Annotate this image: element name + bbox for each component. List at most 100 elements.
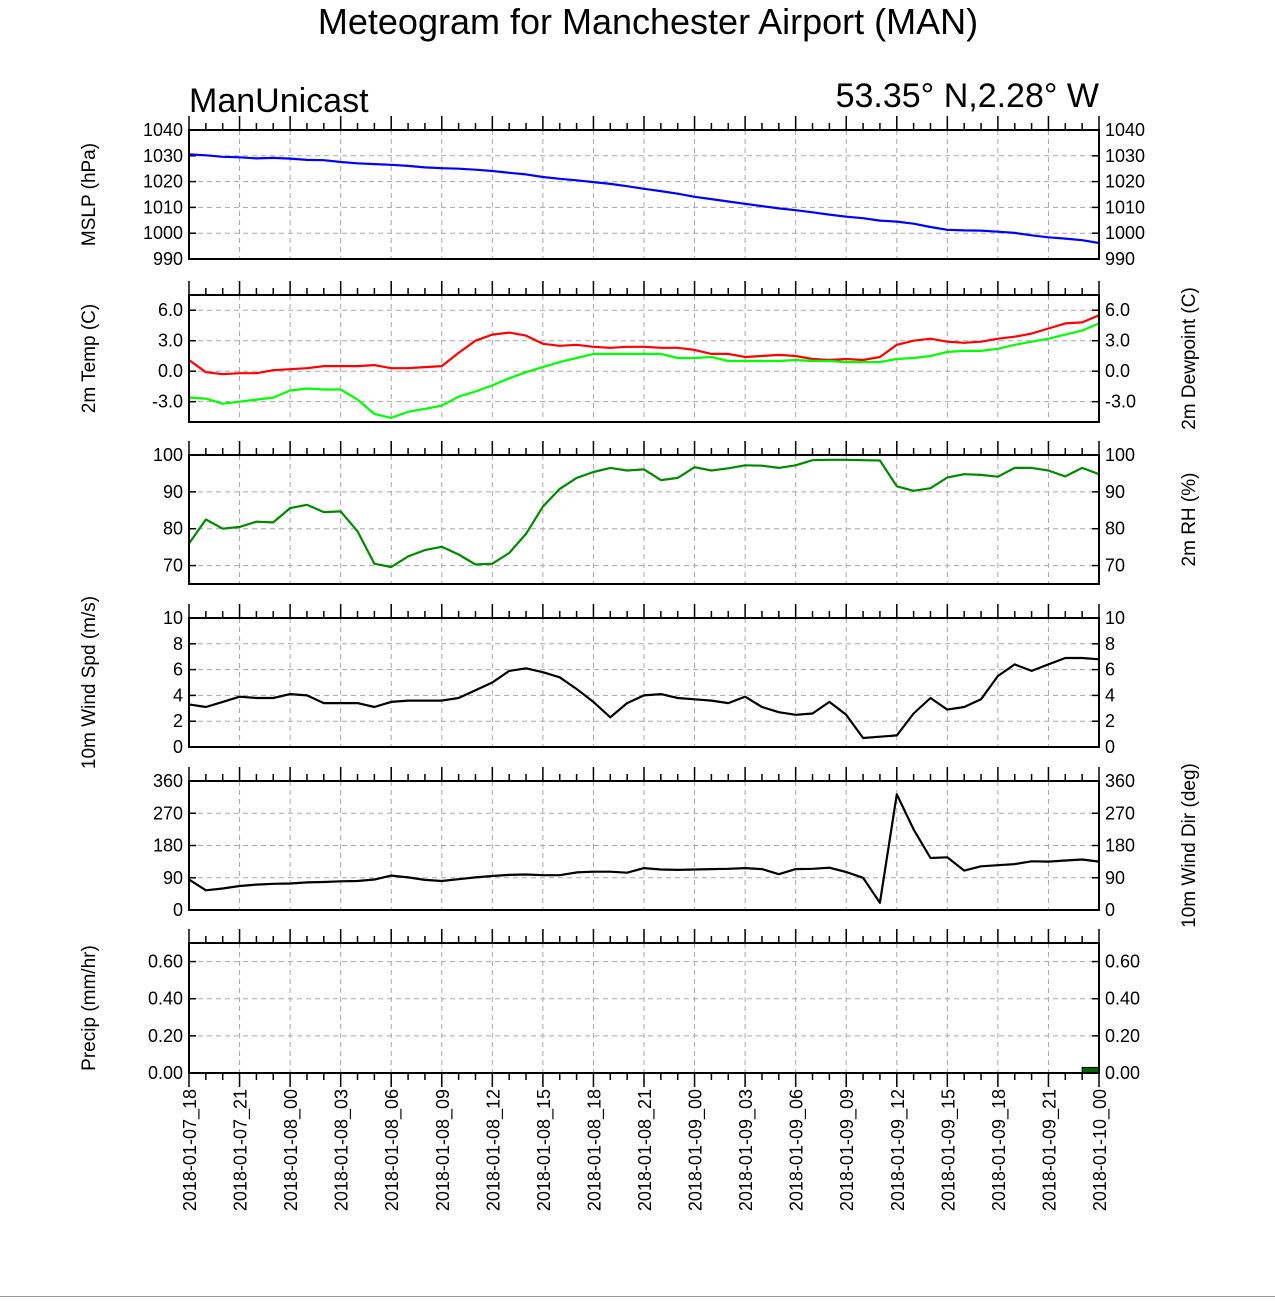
panel-frame (188, 780, 1100, 911)
y-axis-label: MSLP (hPa) (79, 143, 100, 246)
y-tick-label-right: 3.0 (1105, 331, 1130, 351)
y-tick-label-right: 360 (1105, 771, 1135, 791)
x-tick-label: 2018-01-09_12 (888, 1089, 909, 1211)
series-line-1 (188, 322, 1100, 419)
y-axis-label: 2m Temp (C) (79, 304, 100, 413)
y-tick-label-left: 90 (163, 482, 183, 502)
y-tick-label-right: 8 (1105, 634, 1115, 654)
x-tick-label: 2018-01-09_15 (938, 1089, 959, 1211)
y-tick-label-right: 1000 (1105, 223, 1145, 243)
y-tick-label-right: 1020 (1105, 172, 1145, 192)
y-axis-label: Precip (mm/hr) (79, 945, 100, 1071)
series-line-0 (188, 656, 1100, 740)
y-tick-label-right: 0 (1105, 900, 1115, 920)
panel-frame (188, 454, 1100, 585)
y-tick-label-right: 0.00 (1105, 1063, 1140, 1083)
y-tick-label-right: 70 (1105, 556, 1125, 576)
x-tick-label: 2018-01-08_12 (483, 1089, 504, 1211)
y-tick-label-right: 90 (1105, 482, 1125, 502)
series-line-0 (188, 458, 1100, 569)
y-tick-label-left: 0.40 (148, 989, 183, 1009)
y-tick-label-left: 3.0 (158, 331, 183, 351)
source-label: ManUnicast (189, 82, 369, 120)
y-tick-label-right: 1040 (1105, 120, 1145, 140)
y-tick-label-right: 990 (1105, 249, 1135, 269)
y-tick-label-left: 0 (173, 737, 183, 757)
y-tick-label-left: 70 (163, 556, 183, 576)
y-tick-label-right: 10 (1105, 608, 1125, 628)
y-tick-label-right: -3.0 (1105, 392, 1136, 412)
chart-title: Meteogram for Manchester Airport (MAN) (318, 1, 978, 42)
y-tick-label-right: 100 (1105, 445, 1135, 465)
panel-frame (188, 617, 1100, 748)
y-tick-label-left: 0.60 (148, 952, 183, 972)
series-line-0 (188, 314, 1100, 376)
y-tick-label-right: 4 (1105, 685, 1115, 705)
y-tick-label-left: 80 (163, 519, 183, 539)
y-axis-label: 10m Wind Spd (m/s) (79, 596, 100, 769)
y-tick-label-left: -3.0 (152, 392, 183, 412)
y-tick-label-left: 6.0 (158, 300, 183, 320)
x-tick-label: 2018-01-08_18 (584, 1089, 605, 1211)
y-tick-label-right: 0.40 (1105, 989, 1140, 1009)
x-tick-label: 2018-01-09_21 (1039, 1089, 1060, 1211)
y-tick-label-right: 180 (1105, 836, 1135, 856)
y-tick-label-left: 1010 (143, 197, 183, 217)
y-tick-label-left: 10 (163, 608, 183, 628)
y-tick-label-left: 360 (153, 771, 183, 791)
y-tick-label-left: 8 (173, 634, 183, 654)
y-tick-label-left: 0.20 (148, 1026, 183, 1046)
x-tick-label: 2018-01-07_21 (231, 1089, 252, 1211)
y-tick-label-left: 1020 (143, 172, 183, 192)
x-tick-label: 2018-01-08_06 (382, 1089, 403, 1211)
y-tick-label-left: 2 (173, 711, 183, 731)
y-tick-label-left: 180 (153, 836, 183, 856)
series-line-0 (188, 153, 1100, 245)
x-axis-labels: 2018-01-07_18 2018-01-07_21 2018-01-08_00 2… (180, 1089, 1111, 1211)
panel-5: 0.00 0.00 0.20 0.20 0.40 0.40 0.60 0.60 Precip (… (79, 929, 1140, 1087)
panel-0: 990 990 1000 1000 1010 1010 1020 1020 1030 1030 10… (79, 116, 1145, 269)
y-axis-label-right: 2m Dewpoint (C) (1179, 287, 1200, 430)
x-tick-label: 2018-01-08_03 (332, 1089, 353, 1211)
y-axis-label-right: 2m RH (%) (1179, 473, 1200, 567)
x-tick-label: 2018-01-09_06 (787, 1089, 808, 1211)
y-tick-label-right: 80 (1105, 519, 1125, 539)
x-tick-label: 2018-01-09_18 (989, 1089, 1010, 1211)
x-tick-label: 2018-01-09_03 (736, 1089, 757, 1211)
y-tick-label-left: 270 (153, 803, 183, 823)
panel-1: -3.0 -3.0 0.0 0.0 3.0 3.0 6.0 6.0 2m Temp (C) 2m … (79, 281, 1200, 430)
y-tick-label-right: 0.60 (1105, 952, 1140, 972)
x-tick-label: 2018-01-08_21 (635, 1089, 656, 1211)
y-tick-label-right: 0.20 (1105, 1026, 1140, 1046)
y-tick-label-right: 0.0 (1105, 361, 1130, 381)
y-tick-label-right: 0 (1105, 737, 1115, 757)
x-tick-label: 2018-01-09_00 (686, 1089, 707, 1211)
y-tick-label-left: 0.00 (148, 1063, 183, 1083)
x-tick-label: 2018-01-07_18 (180, 1089, 201, 1211)
panel-3: 0 0 2 2 4 4 6 6 8 8 10 10 10m Wind Spd (m/s) (79, 596, 1125, 769)
x-tick-label: 2018-01-10_00 (1090, 1089, 1111, 1211)
panel-2: 70 70 80 80 90 90 100 100 2m RH (%) (153, 441, 1200, 585)
panel-frame (188, 942, 1100, 1074)
y-tick-label-right: 1010 (1105, 197, 1145, 217)
location-label: 53.35° N,2.28° W (836, 77, 1099, 115)
y-axis-label-right: 10m Wind Dir (deg) (1179, 763, 1200, 928)
x-tick-label: 2018-01-08_15 (534, 1089, 555, 1211)
panel-frame (188, 294, 1100, 423)
y-tick-label-left: 4 (173, 685, 183, 705)
y-tick-label-right: 1030 (1105, 146, 1145, 166)
y-tick-label-right: 270 (1105, 803, 1135, 823)
y-tick-label-left: 1030 (143, 146, 183, 166)
y-tick-label-left: 0 (173, 900, 183, 920)
y-tick-label-left: 1000 (143, 223, 183, 243)
y-tick-label-left: 100 (153, 445, 183, 465)
x-tick-label: 2018-01-08_00 (281, 1089, 302, 1211)
bottom-rule (0, 1296, 1275, 1297)
y-tick-label-left: 6 (173, 660, 183, 680)
y-tick-label-left: 0.0 (158, 361, 183, 381)
y-tick-label-left: 990 (153, 249, 183, 269)
y-tick-label-left: 90 (163, 868, 183, 888)
y-tick-label-right: 6 (1105, 660, 1115, 680)
x-tick-label: 2018-01-09_09 (837, 1089, 858, 1211)
